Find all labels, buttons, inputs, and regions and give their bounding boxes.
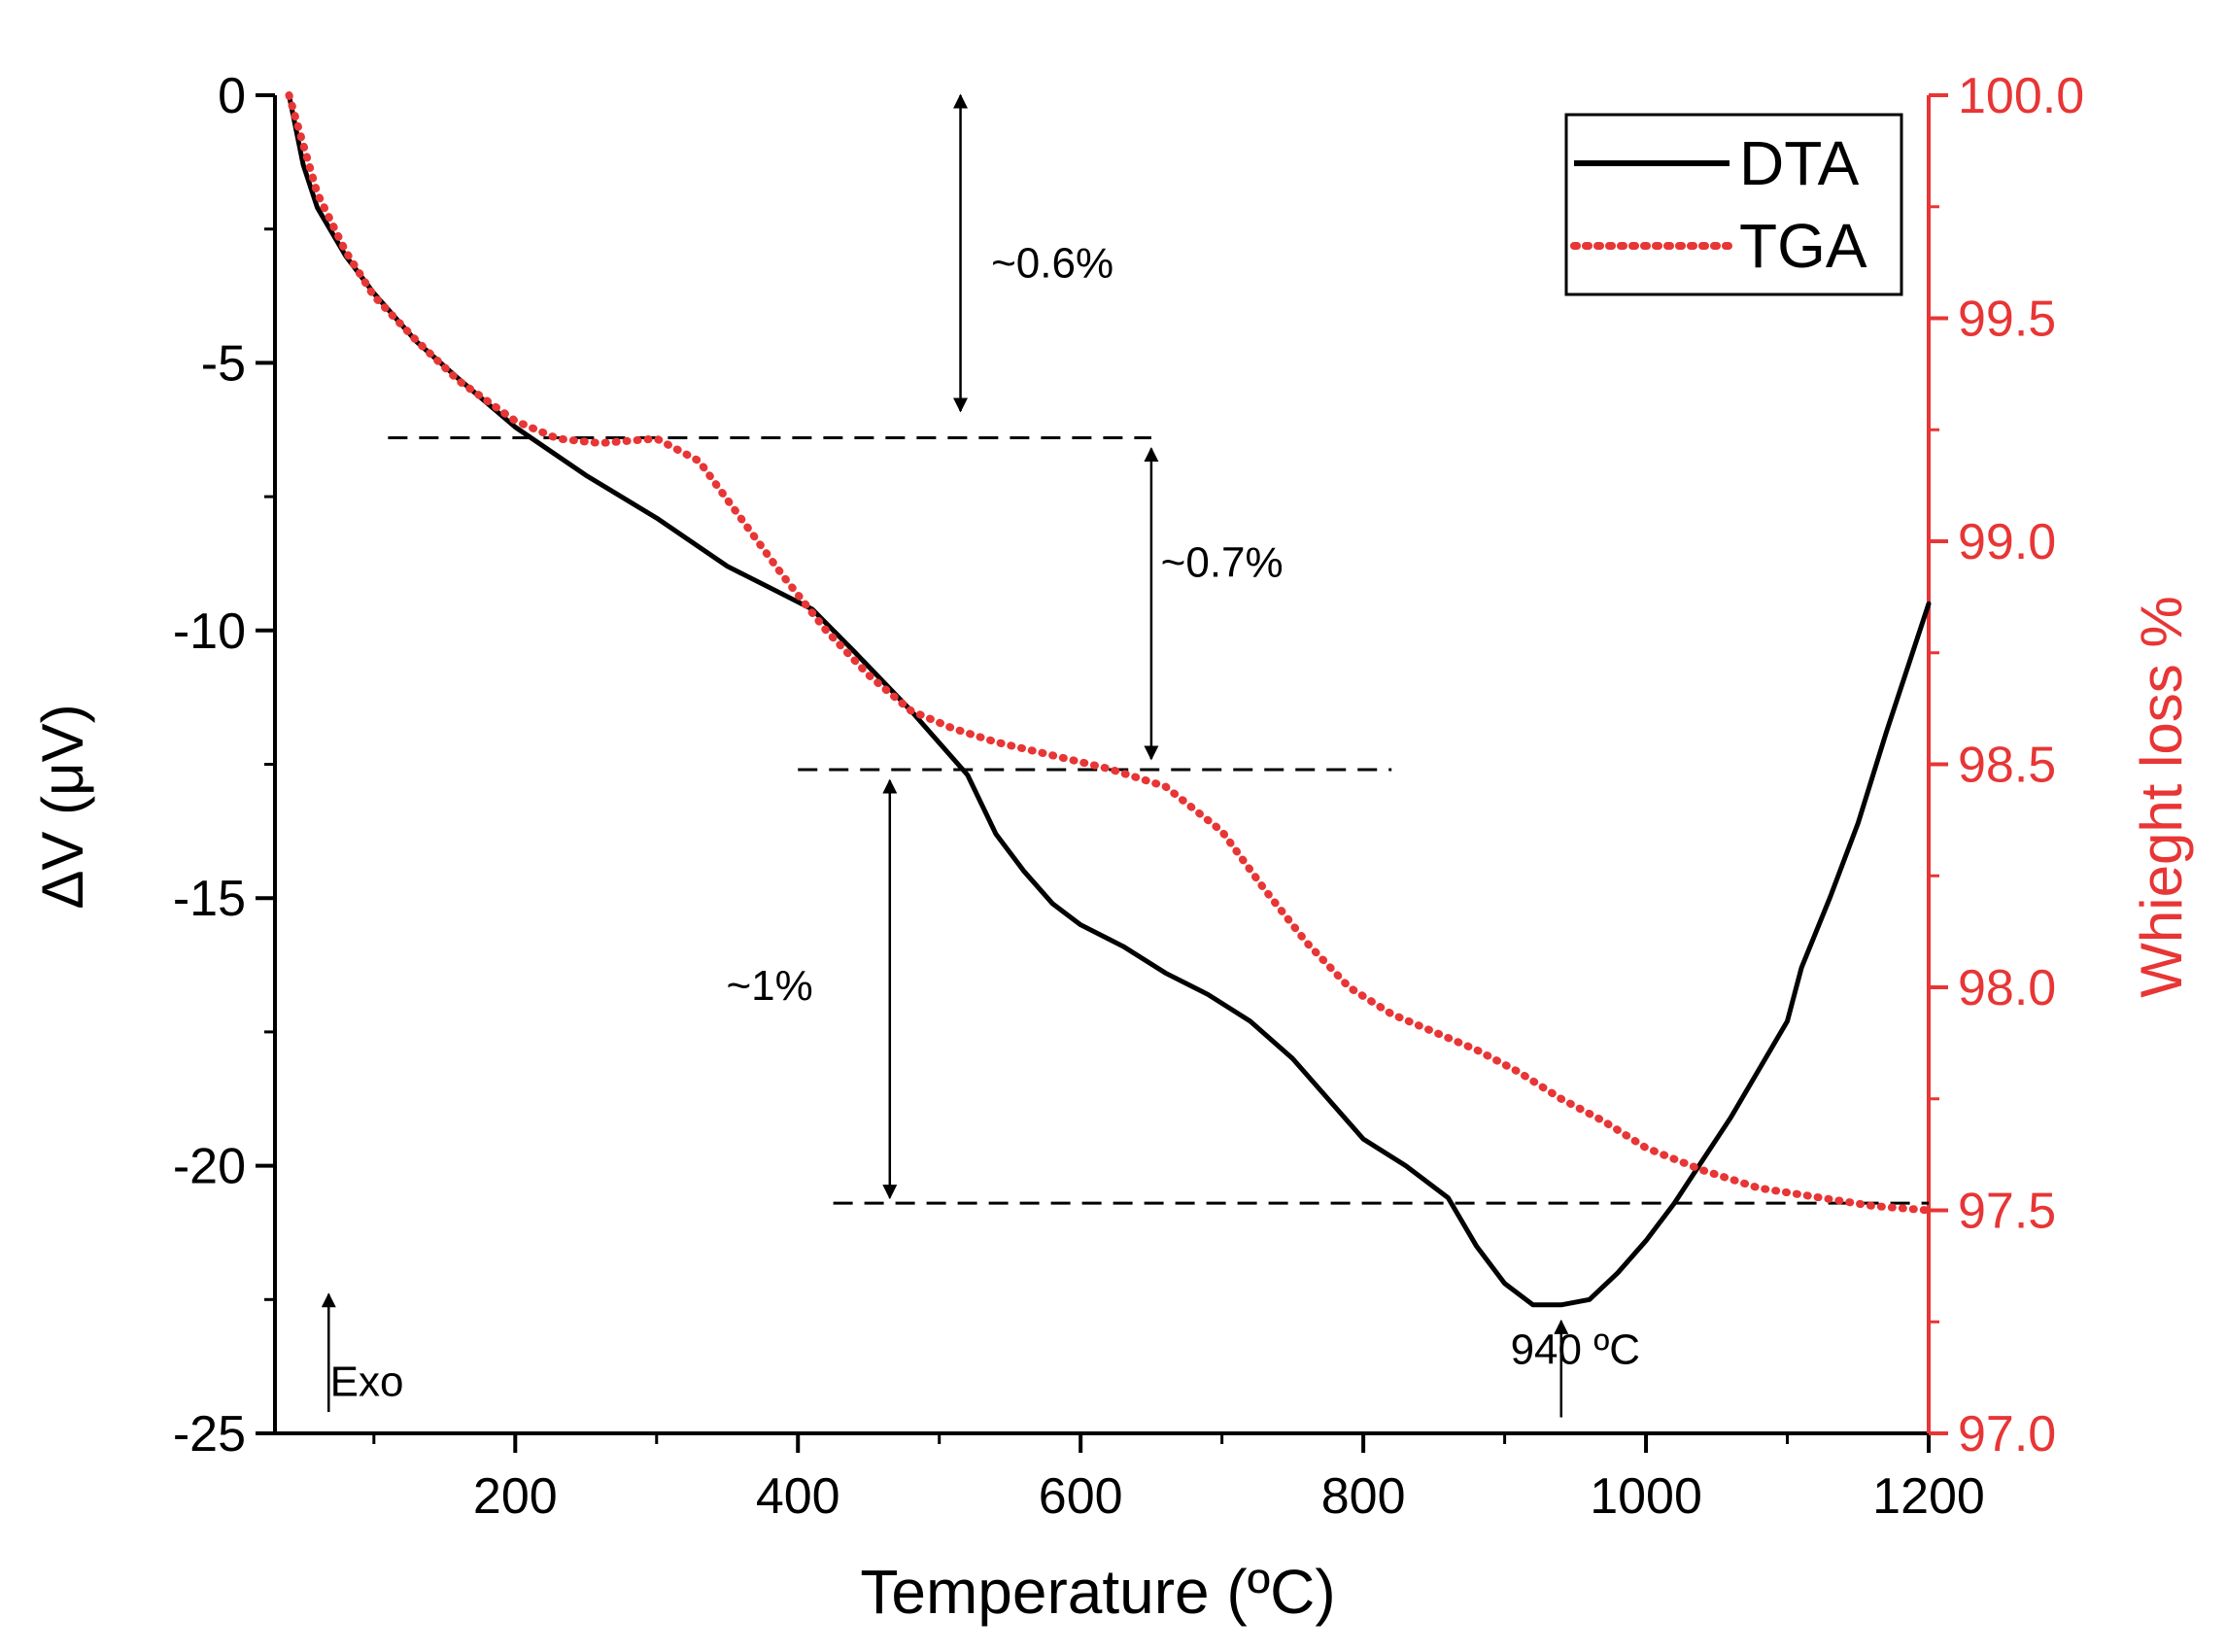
- x-tick-label: 400: [756, 1468, 840, 1525]
- x-axis: 200 400 600 800 1000 1200: [372, 1433, 1985, 1525]
- y-right-tick-label: 97.5: [1958, 1184, 2056, 1240]
- y-left-tick-label: -5: [201, 335, 246, 392]
- y-right-tick-label: 98.0: [1958, 960, 2056, 1016]
- series-layer: [285, 91, 1933, 1308]
- legend: DTA TGA: [1564, 113, 1903, 296]
- y-right-tick-label: 97.0: [1958, 1406, 2056, 1463]
- y-right-tick-label: 99.0: [1958, 514, 2056, 570]
- y-axis-left: 0 -5 -10 -15 -20 -25: [173, 68, 275, 1463]
- x-tick-label: 200: [473, 1468, 558, 1525]
- plot-frame: [273, 95, 1931, 1435]
- legend-dta-label: DTA: [1739, 128, 1860, 198]
- annotation-label: ~0.7%: [1161, 539, 1284, 587]
- y-left-tick-label: -25: [173, 1406, 246, 1463]
- legend-tga-label: TGA: [1739, 211, 1867, 281]
- x-axis-label: Temperature (ºC): [860, 1557, 1335, 1627]
- y-axis-right-label: Whieght loss %: [2129, 596, 2194, 998]
- y-left-tick-label: -10: [173, 603, 246, 660]
- x-tick-label: 800: [1321, 1468, 1406, 1525]
- annotation-label: ~1%: [726, 962, 812, 1010]
- y-right-tick-label: 100.0: [1958, 68, 2084, 124]
- series-tga-line: [285, 91, 1933, 1215]
- y-left-tick-label: -20: [173, 1139, 246, 1195]
- y-right-tick-label: 99.5: [1958, 292, 2056, 348]
- annotation-label: ~0.6%: [991, 239, 1113, 287]
- annotation-layer: ~0.6% ~0.7% ~1% 940 ºC Exo: [321, 93, 1640, 1418]
- series-dta-line: [287, 92, 1932, 1308]
- y-axis-left-label: ΔV (μV): [30, 704, 95, 909]
- x-tick-label: 1000: [1590, 1468, 1702, 1525]
- reference-lines: [388, 436, 1929, 1205]
- annotation-label: 940 ºC: [1511, 1325, 1640, 1373]
- y-axis-right: 100.0 99.5 99.0 98.5 98.0 97.5 97.0: [1929, 68, 2084, 1463]
- annotation-label: Exo: [330, 1358, 404, 1405]
- y-left-tick-label: 0: [218, 68, 246, 124]
- y-right-tick-label: 98.5: [1958, 738, 2056, 794]
- x-tick-label: 1200: [1872, 1468, 1985, 1525]
- y-left-tick-label: -15: [173, 871, 246, 927]
- legend-box: [1564, 113, 1903, 296]
- x-tick-label: 600: [1039, 1468, 1123, 1525]
